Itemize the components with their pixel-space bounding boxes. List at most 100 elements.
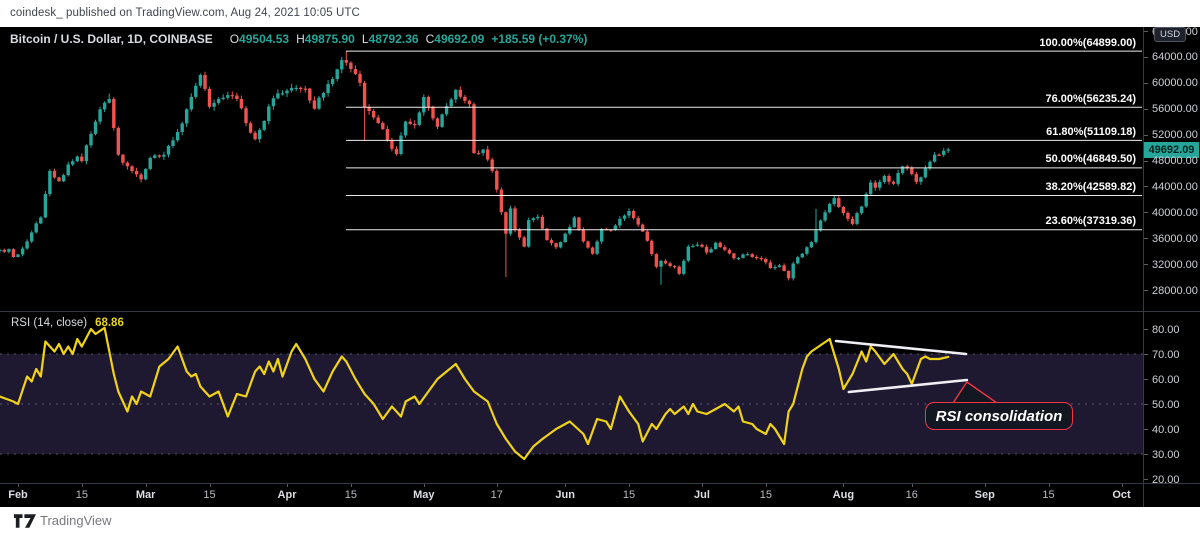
time-tick bbox=[1121, 483, 1123, 487]
time-tick-label: Jun bbox=[555, 489, 575, 501]
time-tick bbox=[629, 483, 631, 487]
rsi-tick-label: 60.00 bbox=[1152, 373, 1180, 386]
change-value: +185.59 (+0.37%) bbox=[491, 32, 588, 46]
fib-retracement-lines bbox=[346, 50, 1142, 231]
price-tick bbox=[1144, 82, 1148, 84]
time-tick bbox=[1048, 483, 1050, 487]
time-tick bbox=[702, 483, 703, 487]
last-price-badge: 49692.09 bbox=[1144, 141, 1199, 158]
usd-unit-button[interactable]: USD bbox=[1154, 27, 1187, 42]
close-label: C bbox=[425, 32, 435, 46]
fib-level-label: 100.00%(64899.00) bbox=[1039, 36, 1136, 49]
low-label: L bbox=[361, 32, 369, 46]
open-value: 49504.53 bbox=[239, 32, 290, 46]
rsi-tick bbox=[1144, 429, 1148, 430]
price-tick-label: 64000.00 bbox=[1152, 51, 1198, 64]
fib-level-label: 50.00%(46849.50) bbox=[1045, 153, 1136, 166]
time-tick bbox=[145, 483, 147, 487]
trendline-lower bbox=[847, 378, 969, 394]
annotation-text: RSI consolidation bbox=[935, 407, 1063, 425]
time-tick-label: Apr bbox=[277, 489, 297, 501]
time-tick bbox=[423, 483, 425, 487]
time-tick-label: 16 bbox=[905, 489, 918, 501]
time-tick bbox=[496, 483, 498, 487]
time-tick-label: 15 bbox=[203, 489, 216, 501]
time-tick bbox=[287, 483, 289, 487]
price-tick bbox=[1144, 108, 1148, 110]
fib-level-label: 61.80%(51109.18) bbox=[1046, 125, 1136, 138]
time-tick-label: 15 bbox=[344, 489, 357, 501]
fib-level-label: 76.00%(56235.24) bbox=[1045, 92, 1136, 105]
rsi-chart bbox=[0, 326, 1143, 461]
rsi-tick bbox=[1144, 454, 1148, 455]
rsi-tick-label: 70.00 bbox=[1152, 348, 1180, 361]
rsi-legend: RSI (14, close) 68.86 bbox=[11, 317, 124, 329]
symbol-title: Bitcoin / U.S. Dollar, 1D, COINBASE bbox=[10, 32, 213, 46]
time-tick bbox=[18, 483, 19, 487]
open-label: O bbox=[229, 32, 240, 46]
rsi-line bbox=[0, 326, 950, 461]
price-tick-label: 44000.00 bbox=[1152, 180, 1198, 193]
time-tick-label: Aug bbox=[832, 489, 855, 501]
price-tick-label: 28000.00 bbox=[1152, 284, 1198, 297]
time-tick bbox=[843, 483, 845, 487]
tradingview-logo-icon[interactable] bbox=[14, 514, 36, 533]
price-axis[interactable]: 49692.09 68000.0064000.0060000.0056000.0… bbox=[1143, 27, 1200, 507]
time-tick bbox=[765, 483, 767, 487]
candlestick-chart bbox=[0, 50, 1142, 285]
chart-region: 100.00%(64899.00) 76.00%(56235.24) 61.80%(… bbox=[0, 27, 1200, 507]
attribution-text: coindesk_ published on TradingView.com, … bbox=[10, 7, 360, 19]
price-tick-label: 36000.00 bbox=[1152, 232, 1198, 245]
price-tick bbox=[1144, 238, 1148, 240]
price-tick-label: 60000.00 bbox=[1152, 77, 1198, 90]
rsi-tick bbox=[1144, 404, 1148, 405]
pane-divider[interactable] bbox=[0, 311, 1200, 312]
price-tick bbox=[1144, 264, 1148, 266]
time-tick bbox=[984, 483, 986, 487]
time-tick bbox=[209, 483, 211, 487]
rsi-pane[interactable]: RSI (14, close) 68.86 RSI consolidation bbox=[0, 311, 1143, 483]
time-axis[interactable]: Feb 15 Mar 15 Apr 15 May 17 Jun 15 Jul 15 Aug 16 Sep 15… bbox=[0, 483, 1143, 507]
time-tick-label: 15 bbox=[1042, 489, 1055, 501]
low-value: 48792.36 bbox=[368, 32, 419, 46]
time-tick-label: Jul bbox=[694, 489, 710, 501]
fib-level-label: 23.60%(37319.36) bbox=[1045, 215, 1136, 228]
rsi-tick-label: 30.00 bbox=[1152, 448, 1180, 461]
price-tick bbox=[1144, 160, 1148, 162]
price-tick bbox=[1144, 56, 1148, 58]
fib-level-label: 38.20%(42589.82) bbox=[1045, 181, 1136, 194]
price-tick-label: 48000.00 bbox=[1152, 155, 1198, 167]
tradingview-brand[interactable]: TradingView bbox=[40, 513, 112, 528]
price-tick bbox=[1144, 134, 1148, 136]
time-tick-label: 17 bbox=[490, 489, 503, 501]
time-tick-label: Oct bbox=[1112, 489, 1131, 501]
price-tick bbox=[1144, 186, 1148, 188]
trendline-upper bbox=[834, 339, 968, 356]
high-value: 49875.90 bbox=[304, 32, 355, 46]
time-tick-label: Mar bbox=[135, 489, 156, 501]
price-pane[interactable]: 100.00%(64899.00) 76.00%(56235.24) 61.80%(… bbox=[0, 27, 1143, 311]
time-axis-divider bbox=[0, 483, 1200, 484]
time-tick-label: Sep bbox=[974, 489, 995, 501]
rsi-tick-label: 50.00 bbox=[1152, 398, 1180, 411]
price-tick-label: 40000.00 bbox=[1152, 206, 1198, 219]
time-tick bbox=[81, 483, 83, 487]
price-tick-label: 32000.00 bbox=[1152, 258, 1198, 271]
price-tick-label: 56000.00 bbox=[1152, 103, 1198, 116]
rsi-tick-label: 80.00 bbox=[1152, 323, 1180, 336]
price-tick-label: 52000.00 bbox=[1152, 129, 1198, 142]
time-tick bbox=[565, 483, 567, 487]
rsi-tick bbox=[1144, 354, 1148, 355]
time-tick-label: Feb bbox=[8, 489, 28, 501]
time-tick-label: May bbox=[413, 489, 435, 501]
symbol-legend: Bitcoin / U.S. Dollar, 1D, COINBASE O4950… bbox=[10, 32, 587, 46]
close-value: 49692.09 bbox=[434, 32, 485, 46]
rsi-tick-label: 40.00 bbox=[1152, 423, 1180, 436]
price-tick bbox=[1144, 212, 1148, 214]
callout-pointer bbox=[951, 381, 1000, 404]
footer: TradingView bbox=[0, 507, 1200, 535]
time-tick-label: 15 bbox=[622, 489, 636, 501]
time-tick bbox=[911, 483, 913, 487]
rsi-tick bbox=[1144, 379, 1148, 380]
